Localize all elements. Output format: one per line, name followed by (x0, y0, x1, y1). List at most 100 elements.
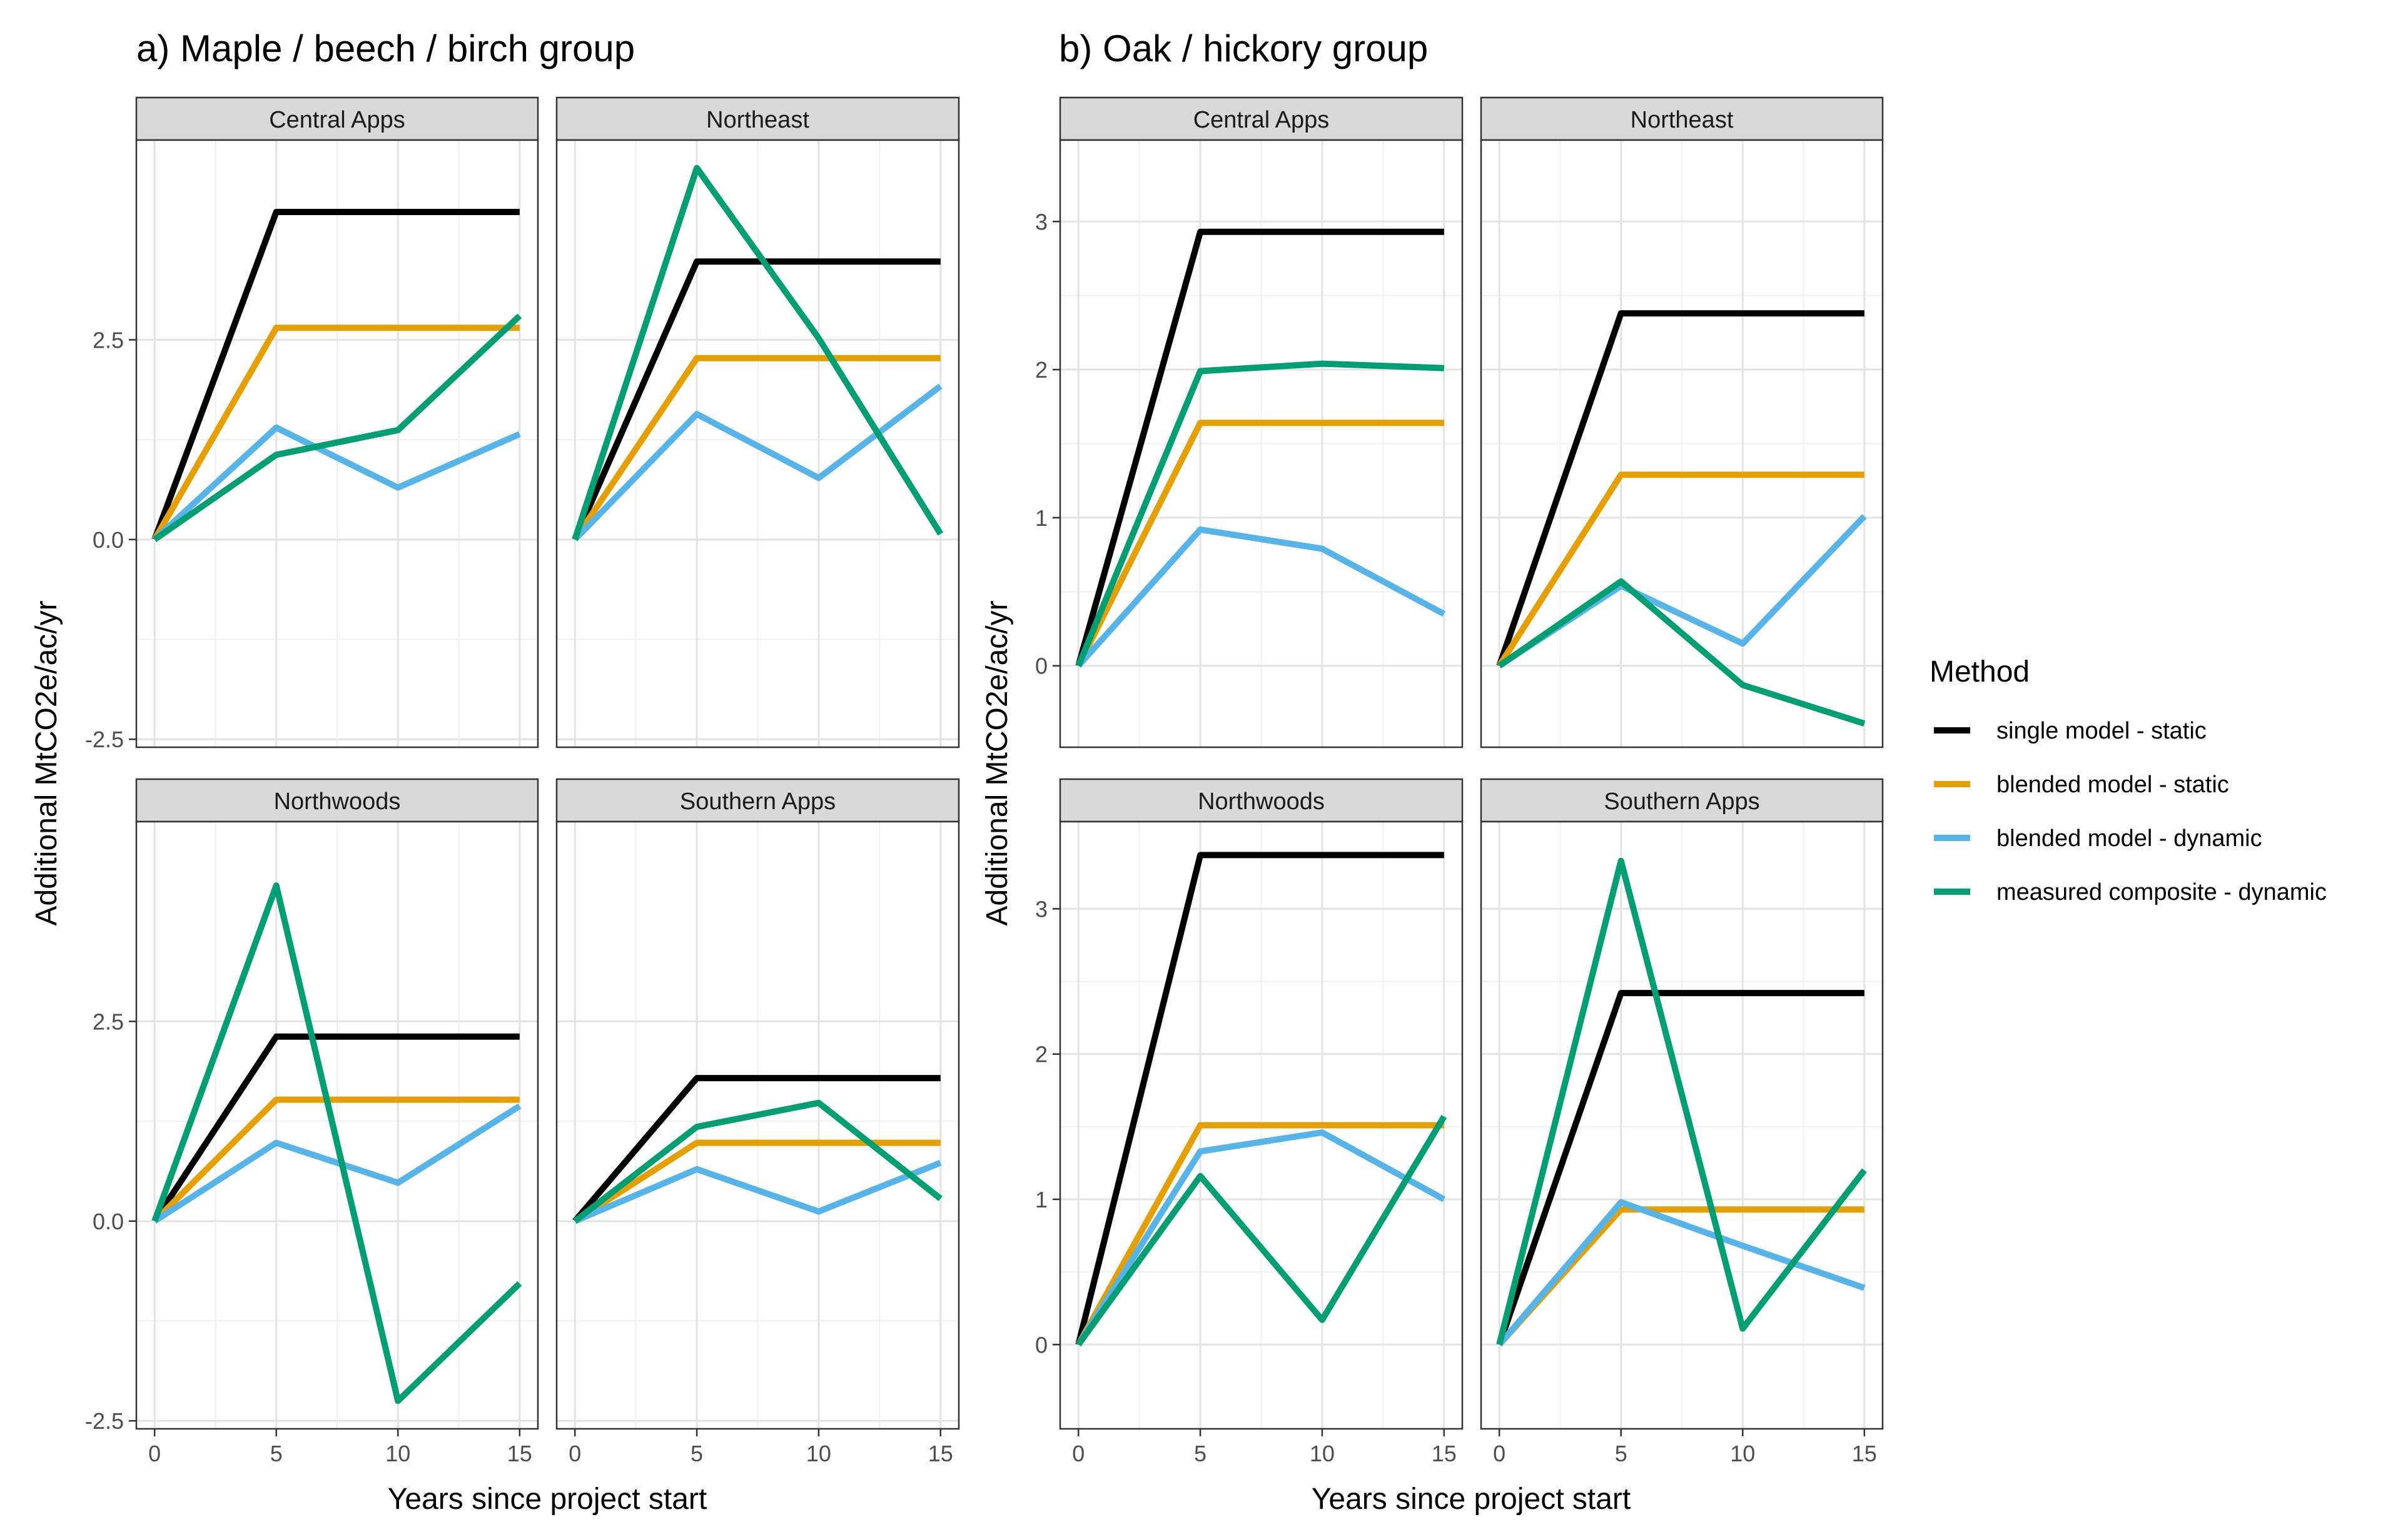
facet-label: Northwoods (1198, 789, 1325, 815)
x-tick-label: 15 (1432, 1441, 1457, 1466)
x-tick-label: 15 (928, 1441, 953, 1466)
y-tick-label: 3 (1035, 209, 1048, 234)
series-line-measured (153, 313, 522, 542)
x-tick-label: 0 (148, 1441, 161, 1466)
y-tick-label: 1 (1035, 505, 1048, 531)
series-line-blended_dynamic (153, 1103, 522, 1224)
panel-central-apps: Central Apps 0 1 2 3 (1035, 96, 1464, 748)
series-line-blended_dynamic (1076, 526, 1446, 668)
series-line-blended_static (1075, 1122, 1444, 1346)
y-tick-label: 3 (1035, 896, 1048, 922)
x-tick-label: 10 (1730, 1441, 1755, 1466)
facet-strip (555, 778, 960, 823)
series-line-blended_static (573, 1139, 941, 1224)
facet-label: Southern Apps (1604, 789, 1759, 815)
facet-label: Northeast (706, 107, 809, 133)
legend: Method single model - static blended model… (1930, 655, 2327, 905)
panel-southern-apps: Southern Apps 0 5 10 15 (555, 778, 960, 1466)
legend-label: blended model - static (1996, 772, 2229, 798)
panel-border (1480, 820, 1884, 1430)
series-line-single (572, 1075, 941, 1224)
chart-title: a) Maple / beech / birch group (136, 28, 635, 69)
series-line-measured (151, 882, 522, 1404)
series-line-blended_static (152, 1096, 520, 1224)
series-line-blended_static (1075, 420, 1444, 667)
panel-border (555, 139, 960, 748)
series-line-blended_dynamic (152, 424, 521, 542)
panel-border (1059, 139, 1464, 748)
legend-title: Method (1930, 655, 2030, 688)
y-tick-label: 2 (1035, 357, 1048, 383)
series-line-single (1496, 990, 1864, 1346)
panel-border (135, 820, 539, 1430)
series-line-single (151, 209, 520, 541)
y-tick-label: -2.5 (85, 727, 124, 752)
x-tick-label: 5 (270, 1441, 283, 1466)
x-tick-label: 0 (1493, 1441, 1505, 1466)
facet-strip (555, 96, 960, 141)
x-tick-label: 10 (385, 1441, 410, 1466)
panel-border (1059, 820, 1464, 1430)
series-line-blended_dynamic (1497, 1199, 1866, 1347)
y-tick-label: 1 (1035, 1187, 1048, 1212)
panel-border (1480, 139, 1884, 748)
chart-title: b) Oak / hickory group (1059, 28, 1428, 69)
panel-central-apps: Central Apps -2.5 0.0 2.5 (85, 96, 539, 752)
series-line-single (572, 258, 941, 541)
series-line-blended_static (1496, 471, 1864, 668)
x-tick-label: 5 (1615, 1441, 1627, 1466)
series-line-blended_static (151, 325, 520, 542)
x-tick-label: 10 (806, 1441, 831, 1466)
series-line-measured (573, 1099, 943, 1224)
facet-label: Central Apps (269, 107, 405, 133)
series-line-measured (1076, 1115, 1447, 1347)
facet-label: Northeast (1631, 107, 1734, 133)
x-tick-label: 5 (691, 1441, 703, 1466)
series-line-single (152, 1033, 520, 1223)
y-tick-label: 2.5 (93, 1009, 124, 1034)
facet-strip (1059, 96, 1464, 141)
panel-southern-apps: Southern Apps 0 5 10 15 (1480, 778, 1884, 1466)
series-line-single (1075, 228, 1444, 667)
y-tick-label: 2.5 (93, 327, 124, 353)
series-line-blended_dynamic (1075, 1129, 1446, 1346)
y-axis-label: Additional MtCO2e/ac/yr (981, 600, 1014, 925)
facet-strip (135, 778, 539, 823)
x-tick-label: 15 (1852, 1441, 1877, 1466)
panel-border (135, 139, 539, 748)
legend-label: single model - static (1996, 718, 2207, 744)
facet-label: Central Apps (1193, 107, 1330, 133)
series-line-single (1075, 852, 1444, 1346)
y-tick-label: 0 (1035, 1332, 1048, 1358)
series-line-measured (1075, 360, 1444, 667)
panel-northeast: Northeast (1480, 96, 1884, 748)
legend-label: measured composite - dynamic (1996, 879, 2327, 905)
legend-label: blended model - dynamic (1996, 825, 2262, 852)
facet-label: Southern Apps (680, 789, 836, 815)
facet-label: Northwoods (274, 789, 401, 815)
facet-strip (1480, 778, 1884, 823)
panel-border (555, 820, 960, 1430)
series-line-single (1496, 310, 1864, 667)
facet-strip (1480, 96, 1884, 141)
y-tick-label: 0 (1035, 653, 1048, 679)
x-tick-label: 15 (507, 1441, 532, 1466)
x-tick-label: 10 (1310, 1441, 1335, 1466)
facet-strip (135, 96, 539, 141)
series-line-measured (1496, 857, 1867, 1346)
y-tick-label: -2.5 (85, 1408, 124, 1434)
series-line-measured (1497, 578, 1866, 727)
y-tick-label: 0.0 (93, 527, 124, 553)
x-tick-label: 0 (569, 1441, 581, 1466)
x-tick-label: 5 (1194, 1441, 1207, 1466)
panel-northwoods: Northwoods 0 1 2 3 0 5 10 15 (1035, 778, 1464, 1466)
series-line-blended_static (572, 355, 941, 542)
x-axis-label: Years since project start (1312, 1483, 1631, 1516)
series-line-measured (572, 164, 944, 541)
x-tick-label: 0 (1072, 1441, 1085, 1466)
y-axis-label: Additional MtCO2e/ac/yr (30, 600, 63, 925)
y-tick-label: 2 (1035, 1042, 1048, 1067)
y-tick-label: 0.0 (93, 1209, 124, 1234)
panel-northeast: Northeast (555, 96, 960, 748)
